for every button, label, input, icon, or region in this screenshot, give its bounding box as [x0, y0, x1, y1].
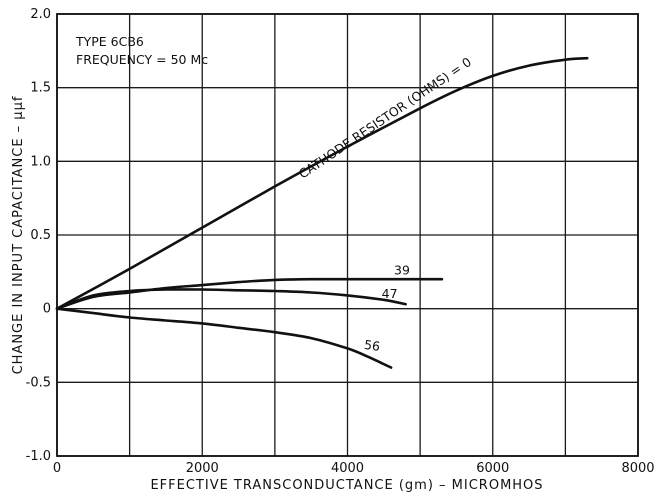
series-label-47: 47	[382, 286, 398, 301]
series-label-39: 39	[394, 262, 410, 277]
x-tick-label: 0	[53, 461, 61, 476]
series-line-cathode-0	[55, 56, 589, 310]
series-label-56: 56	[363, 337, 381, 354]
grid	[56, 13, 639, 457]
y-tick-label: 0	[43, 302, 51, 317]
y-tick-label: -0.5	[26, 375, 51, 390]
series	[55, 56, 589, 369]
series-line-39	[55, 277, 444, 310]
series-label-cathode-resistor: CATHODE RESISTOR (OHMS) = 0	[296, 54, 474, 181]
type-annotation: TYPE 6CB6	[75, 34, 144, 49]
x-tick-label: 8000	[621, 461, 654, 476]
series-line-47	[55, 288, 407, 310]
y-tick-label: 2.0	[30, 7, 51, 22]
plot-frame	[56, 13, 639, 457]
x-tick-label: 6000	[476, 461, 509, 476]
y-tick-label: -1.0	[26, 449, 51, 464]
y-tick-label: 1.5	[30, 81, 51, 96]
tick-labels: 2.01.51.00.50-0.5-1.00 2000 4000 6000 8000	[26, 7, 655, 476]
series-line-56	[55, 307, 393, 369]
frequency-annotation: FREQUENCY = 50 Mc	[76, 52, 208, 67]
x-tick-label: 4000	[331, 461, 364, 476]
x-axis-title: EFFECTIVE TRANSCONDUCTANCE (gm) – MICROM…	[150, 478, 543, 493]
y-axis-title: CHANGE IN INPUT CAPACITANCE – µµf	[11, 96, 26, 375]
y-tick-label: 0.5	[30, 228, 51, 243]
y-tick-label: 1.0	[30, 154, 51, 169]
x-tick-label: 2000	[186, 461, 219, 476]
